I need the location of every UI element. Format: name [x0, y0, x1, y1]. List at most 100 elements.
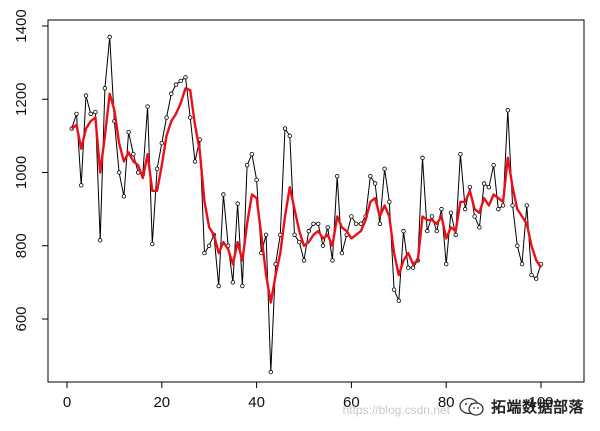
observed-point — [287, 133, 292, 139]
observed-point — [150, 241, 155, 247]
observed-point — [116, 170, 122, 175]
observed-point — [79, 183, 84, 188]
observed-point — [102, 86, 108, 91]
observed-point — [240, 283, 245, 289]
observed-point — [410, 265, 416, 270]
observed-point — [154, 166, 160, 172]
watermark-url: https://blog.csdn.net — [342, 403, 450, 417]
x-tick-label: 20 — [153, 394, 170, 411]
y-tick-label: 1000 — [13, 156, 30, 189]
observed-point — [429, 214, 435, 219]
observed-point — [164, 115, 169, 120]
observed-point — [401, 228, 406, 234]
observed-point — [515, 243, 520, 248]
x-tick-label: 80 — [438, 394, 455, 411]
x-tick-label: 100 — [528, 394, 553, 411]
observed-point — [93, 109, 98, 115]
observed-point — [325, 225, 330, 230]
observed-point — [358, 221, 364, 226]
observed-point — [320, 243, 326, 248]
observed-point — [486, 184, 492, 190]
observed-point — [282, 126, 288, 131]
watermark: 拓端数据部落 — [459, 396, 584, 417]
observed-point — [244, 162, 250, 168]
observed-point — [387, 199, 392, 204]
observed-point — [349, 214, 354, 219]
observed-point — [202, 250, 207, 256]
wechat-icon — [459, 397, 484, 416]
observed-point — [534, 276, 539, 281]
observed-point — [372, 181, 378, 186]
observed-point — [173, 82, 179, 87]
observed-point — [406, 265, 411, 270]
observed-point — [206, 243, 212, 248]
y-tick-label: 1400 — [13, 9, 30, 42]
observed-point — [448, 210, 454, 215]
observed-point — [368, 173, 373, 179]
observed-point — [268, 369, 274, 375]
observed-point — [121, 194, 127, 199]
observed-point — [472, 214, 477, 219]
observed-point — [316, 221, 321, 226]
observed-point — [178, 78, 183, 84]
observed-point — [145, 104, 150, 109]
observed-point — [434, 228, 439, 234]
observed-point — [221, 192, 226, 197]
y-tick-label: 1200 — [13, 83, 30, 116]
watermark-brand: 拓端数据部落 — [490, 398, 584, 416]
observed-point — [420, 155, 425, 161]
observed-point — [477, 225, 482, 230]
observed-point — [505, 108, 511, 113]
observed-point — [263, 232, 269, 237]
observed-point — [458, 151, 463, 157]
observed-point — [230, 280, 236, 285]
observed-point — [462, 206, 468, 212]
observed-point — [481, 181, 487, 186]
observed-point — [169, 91, 174, 96]
x-tick-label: 60 — [343, 394, 360, 411]
observed-point — [500, 203, 506, 208]
observed-point — [306, 228, 311, 234]
observed-point — [444, 261, 449, 267]
observed-point — [353, 221, 359, 226]
observed-point — [496, 206, 501, 212]
y-tick-label: 800 — [13, 233, 30, 258]
observed-point — [510, 203, 515, 208]
observed-point — [183, 75, 188, 80]
observed-series-line — [71, 36, 542, 373]
observed-point — [330, 258, 335, 263]
observed-point — [519, 261, 525, 267]
observed-point — [159, 140, 164, 146]
observed-point — [126, 130, 131, 135]
observed-point — [235, 201, 240, 206]
observed-point — [524, 203, 529, 208]
observed-point — [188, 115, 193, 120]
observed-point — [382, 166, 387, 172]
observed-point — [301, 258, 307, 263]
x-tick-label: 40 — [248, 394, 265, 411]
observed-point — [254, 177, 259, 183]
x-tick-label: 0 — [63, 394, 71, 411]
observed-point — [391, 287, 397, 292]
plot-frame — [47, 19, 585, 383]
observed-point — [292, 232, 297, 237]
observed-point — [297, 239, 302, 245]
observed-point — [453, 232, 458, 237]
observed-point — [216, 283, 221, 289]
observed-point — [491, 162, 496, 168]
observed-point — [131, 151, 136, 157]
smoothed-series-line — [70, 87, 543, 304]
y-tick-label: 600 — [13, 306, 30, 331]
observed-point — [311, 221, 316, 226]
observed-point — [249, 151, 255, 157]
observed-point — [467, 184, 473, 190]
observed-point — [529, 272, 534, 278]
observed-point — [97, 238, 103, 243]
observed-point — [83, 93, 89, 98]
observed-point — [74, 111, 79, 117]
observed-point — [339, 250, 345, 256]
observed-point — [334, 173, 340, 179]
observed-point — [439, 206, 444, 212]
observed-point — [396, 298, 401, 303]
